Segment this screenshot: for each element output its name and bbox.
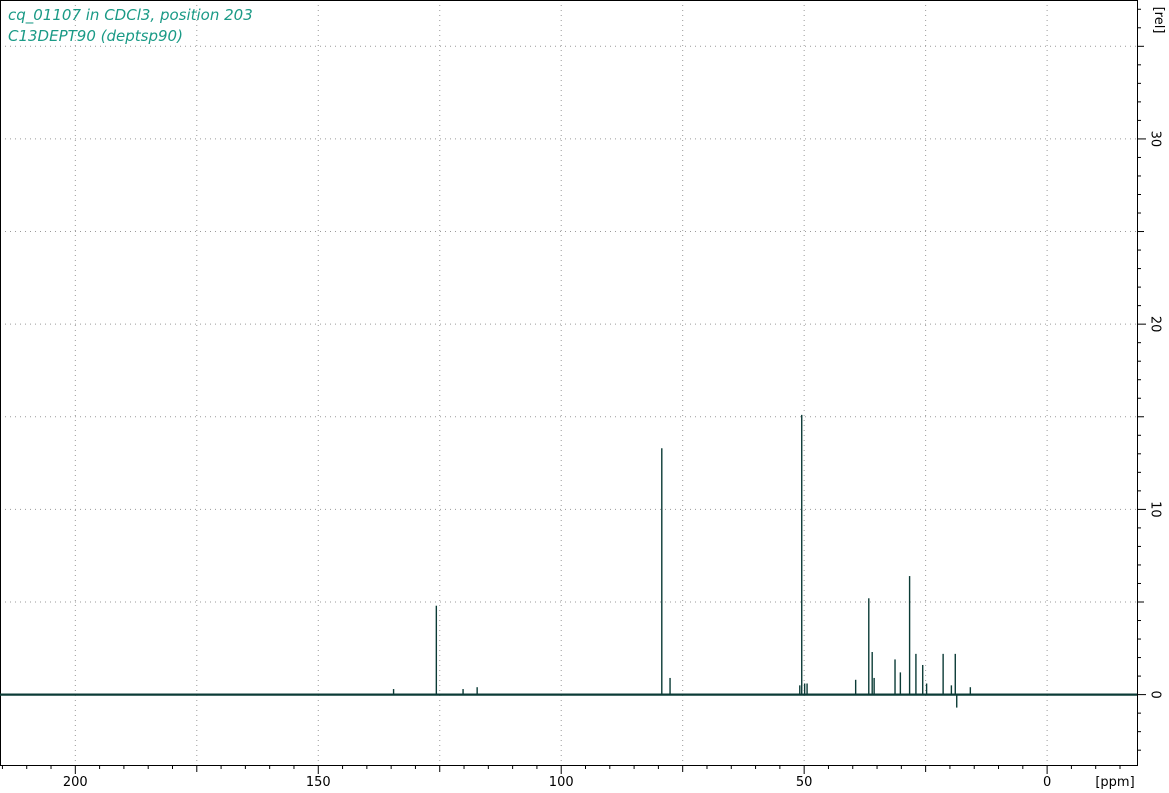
x-tick-label: 0 [1043,775,1051,790]
x-tick-label: 100 [549,775,574,790]
y-tick-label: 0 [1148,690,1163,698]
y-tick-label: 20 [1148,316,1163,333]
x-tick-label: 50 [796,775,813,790]
grid-lines [0,0,1137,765]
spectrum-title-line-1: cq_01107 in CDCl3, position 203 [8,6,253,24]
plot-frame [0,0,1138,766]
x-tick-label: 200 [63,775,88,790]
spectrum-trace [0,414,1137,708]
y-axis-label: [rel] [1151,7,1166,34]
spectrum-title-line-2: C13DEPT90 (deptsp90) [8,27,183,45]
y-tick-label: 30 [1148,131,1163,148]
x-axis-label: [ppm] [1095,775,1134,790]
y-tick-label: 10 [1148,501,1163,518]
x-axis: 200 150 100 50 0 [1,765,1121,790]
x-tick-label: 150 [306,775,331,790]
y-axis: 0 10 20 30 [1137,8,1163,751]
